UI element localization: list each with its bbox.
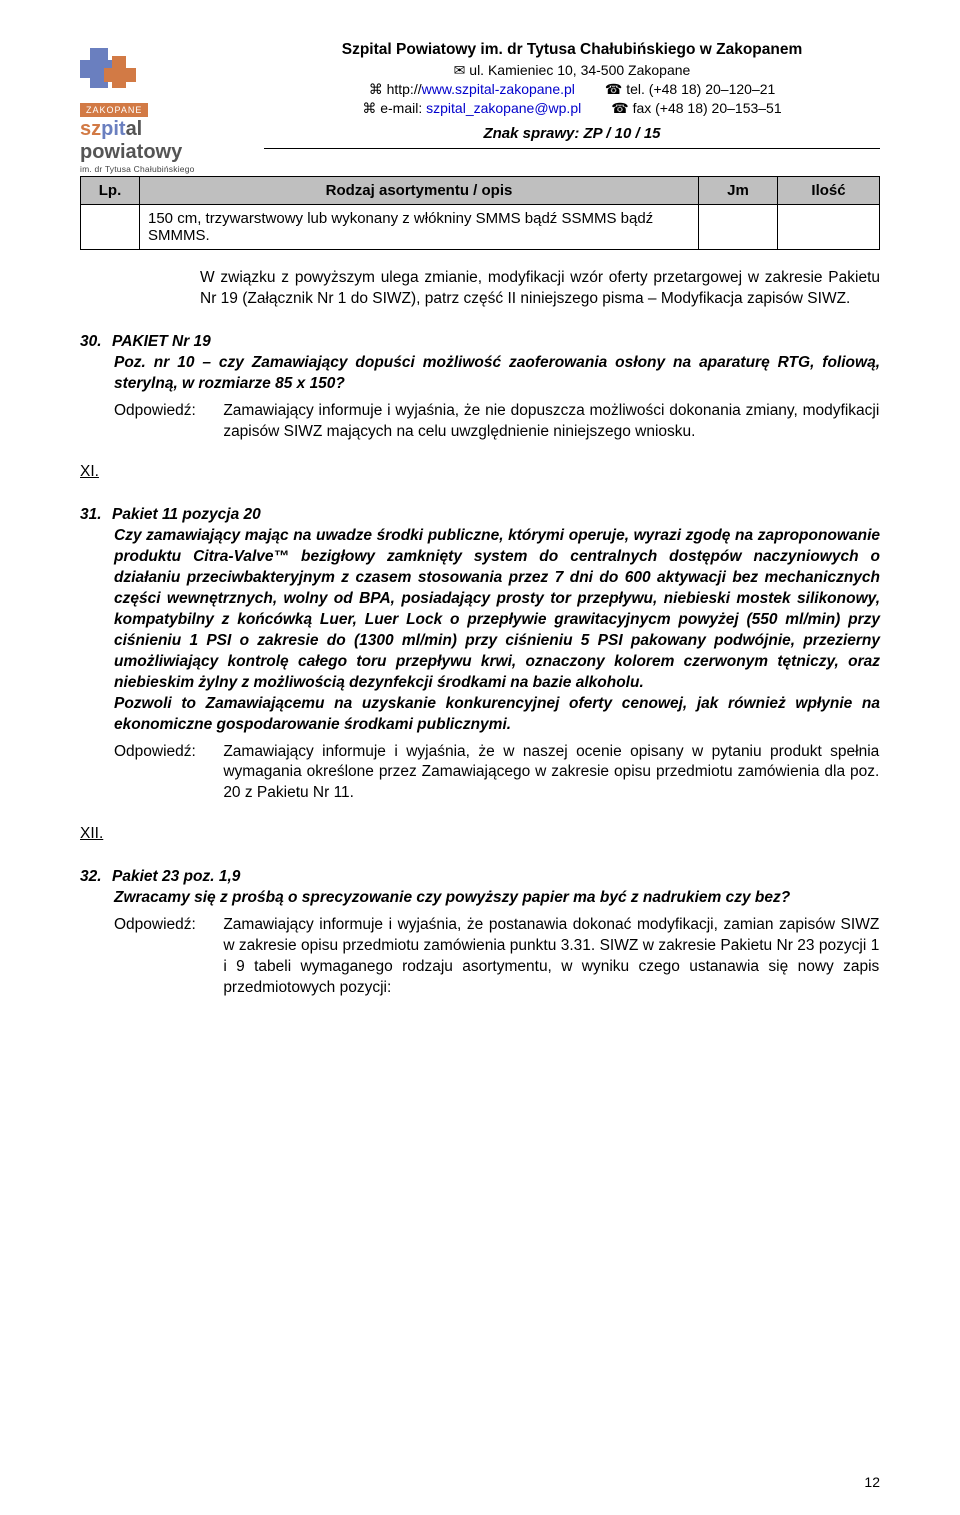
assortment-table: Lp. Rodzaj asortymentu / opis Jm Ilość 1… — [80, 176, 880, 250]
section-31-num: 31. — [80, 505, 112, 526]
logo-zakopane-badge: ZAKOPANE — [80, 103, 148, 117]
section-31-odp-label: Odpowiedź: — [114, 742, 219, 763]
section-32-odp-label: Odpowiedź: — [114, 915, 219, 936]
table-row: 150 cm, trzywarstwowy lub wykonany z włó… — [81, 205, 880, 250]
document-header: ZAKOPANE szpital powiatowy im. dr Tytusa… — [80, 40, 880, 174]
header-case-number: Znak sprawy: ZP / 10 / 15 — [264, 124, 880, 144]
header-url: ⌘ http://www.szpital-zakopane.pl — [369, 80, 575, 99]
header-tel: ☎ tel. (+48 18) 20–120–21 — [605, 80, 775, 99]
section-30-odp-label: Odpowiedź: — [114, 401, 219, 422]
section-31: 31.Pakiet 11 pozycja 20 Czy zamawiający … — [80, 505, 880, 804]
section-31-question2: Pozwoli to Zamawiającemu na uzyskanie ko… — [114, 694, 880, 736]
section-31-question: Czy zamawiający mając na uwadze środki p… — [114, 526, 880, 693]
section-30-num: 30. — [80, 332, 112, 353]
table-header-ilosc: Ilość — [778, 177, 880, 205]
page-number: 12 — [864, 1474, 880, 1490]
section-31-odp-text: Zamawiający informuje i wyjaśnia, że w n… — [223, 742, 879, 805]
logo-cross-icon — [80, 40, 140, 96]
roman-xii: XII. — [80, 824, 880, 845]
logo-szpital-text: szpital powiatowy — [80, 118, 250, 164]
table-cell-lp — [81, 205, 140, 250]
table-cell-opis: 150 cm, trzywarstwowy lub wykonany z włó… — [140, 205, 699, 250]
header-email: ⌘ e-mail: szpital_zakopane@wp.pl — [362, 99, 581, 118]
header-rule — [264, 148, 880, 149]
section-31-heading: Pakiet 11 pozycja 20 — [112, 506, 261, 523]
section-32-odp-text: Zamawiający informuje i wyjaśnia, że pos… — [223, 915, 879, 999]
table-header-opis: Rodzaj asortymentu / opis — [140, 177, 699, 205]
header-fax: ☎ fax (+48 18) 20–153–51 — [611, 99, 781, 118]
logo-subtitle: im. dr Tytusa Chałubińskiego — [80, 164, 250, 174]
section-30-question: Poz. nr 10 – czy Zamawiający dopuści moż… — [114, 353, 880, 395]
roman-xi: XI. — [80, 462, 880, 483]
header-title: Szpital Powiatowy im. dr Tytusa Chałubiń… — [264, 40, 880, 61]
header-logo: ZAKOPANE szpital powiatowy im. dr Tytusa… — [80, 40, 250, 174]
header-address: ✉ ul. Kamieniec 10, 34-500 Zakopane — [264, 61, 880, 80]
header-textblock: Szpital Powiatowy im. dr Tytusa Chałubiń… — [264, 40, 880, 167]
section-32-num: 32. — [80, 867, 112, 888]
table-cell-jm — [699, 205, 778, 250]
section-32-question: Zwracamy się z prośbą o sprecyzowanie cz… — [114, 888, 880, 909]
section-32-heading: Pakiet 23 poz. 1,9 — [112, 868, 240, 885]
table-cell-ilosc — [778, 205, 880, 250]
intro-paragraph: W związku z powyższym ulega zmianie, mod… — [200, 268, 880, 310]
section-30-heading: PAKIET Nr 19 — [112, 333, 211, 350]
table-header-jm: Jm — [699, 177, 778, 205]
section-30-odp-text: Zamawiający informuje i wyjaśnia, że nie… — [223, 401, 879, 443]
section-32: 32.Pakiet 23 poz. 1,9 Zwracamy się z pro… — [80, 867, 880, 999]
table-header-row: Lp. Rodzaj asortymentu / opis Jm Ilość — [81, 177, 880, 205]
table-header-lp: Lp. — [81, 177, 140, 205]
section-30: 30.PAKIET Nr 19 Poz. nr 10 – czy Zamawia… — [80, 332, 880, 443]
